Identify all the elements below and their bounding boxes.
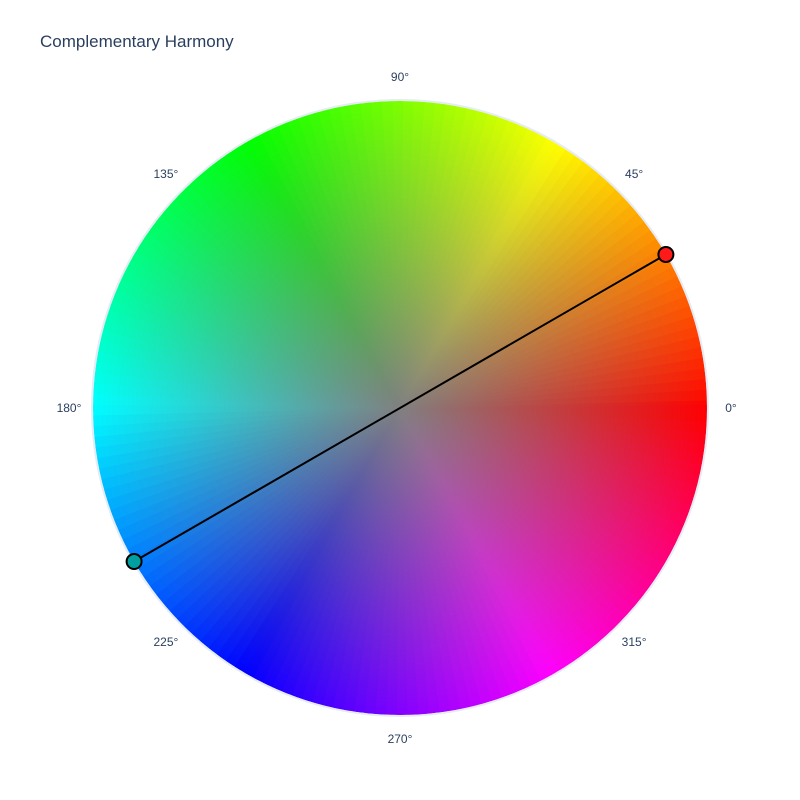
angular-tick-label: 270° xyxy=(388,732,413,746)
angular-tick-label: 0° xyxy=(725,401,737,415)
polar-outline xyxy=(91,99,709,717)
harmony-point-marker[interactable] xyxy=(125,553,143,570)
angular-tick-label: 45° xyxy=(625,167,643,181)
angular-tick-label: 180° xyxy=(57,401,82,415)
series-group xyxy=(125,246,675,570)
angular-tick-label: 315° xyxy=(622,635,647,649)
harmony-point-marker[interactable] xyxy=(657,246,675,263)
series-line xyxy=(133,253,667,563)
angular-tick-label: 135° xyxy=(153,167,178,181)
angular-tick-label: 225° xyxy=(153,635,178,649)
angular-axis: 0° 45° 90° 135° 180° 225° 270° 315° xyxy=(57,70,737,746)
chart-title: Complementary Harmony xyxy=(40,32,234,51)
angular-tick-label: 90° xyxy=(391,70,409,84)
